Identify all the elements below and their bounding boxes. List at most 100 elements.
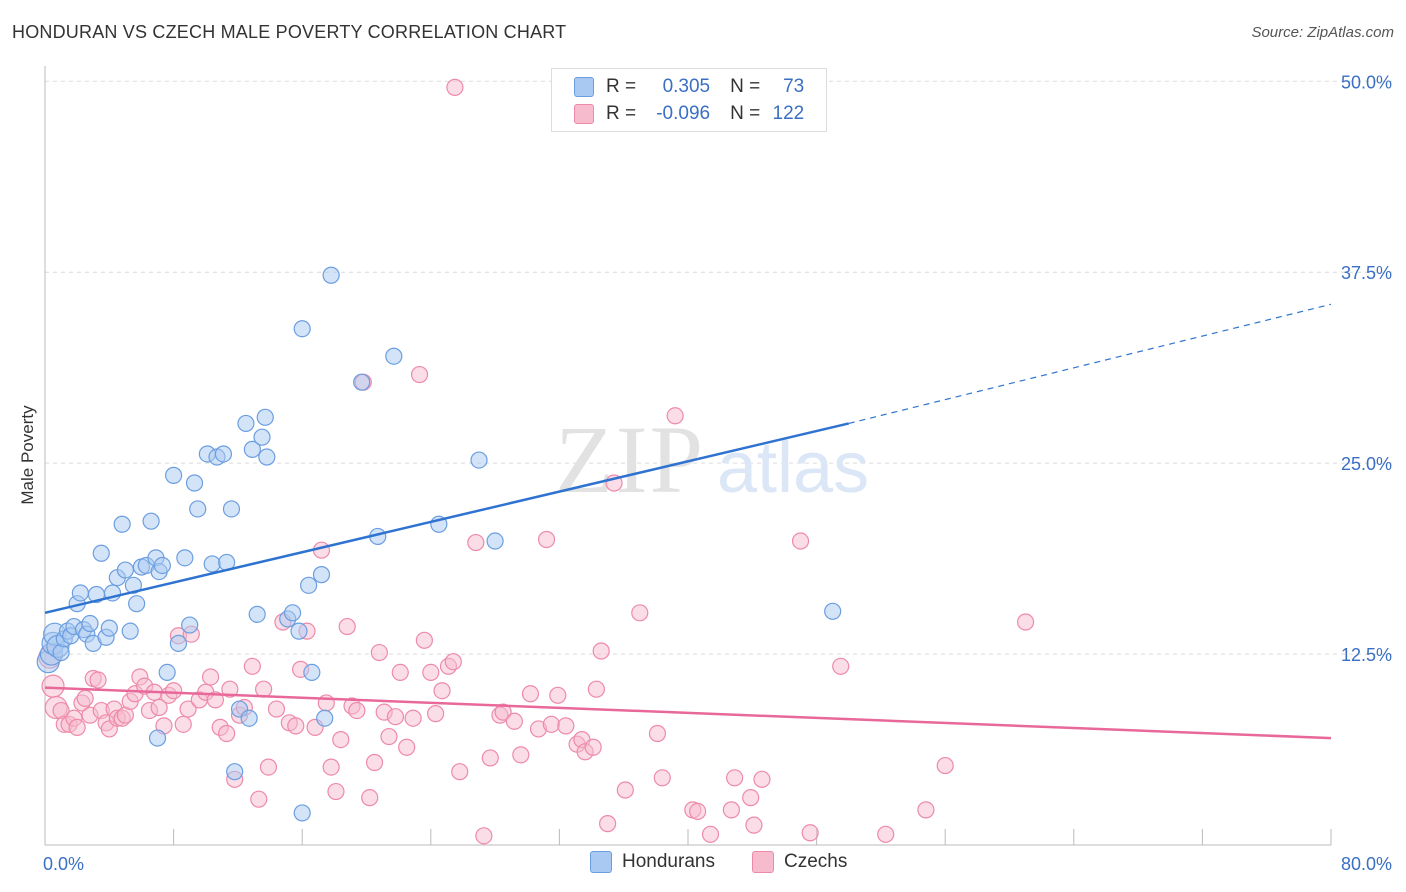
hondurans-swatch [574, 77, 594, 97]
honduran-point-26 [128, 595, 146, 613]
y-tick-label-3: 50.0% [1341, 72, 1392, 92]
czechs-r-value: -0.096 [656, 103, 711, 124]
czech-point-7 [68, 718, 86, 736]
honduran-point-57 [290, 622, 308, 640]
czech-point-99 [592, 642, 610, 660]
czech-point-69 [386, 708, 405, 726]
honduran-point-68 [470, 451, 488, 469]
honduran-point-23 [116, 561, 134, 579]
hondurans-n-label: N = [730, 76, 761, 97]
czech-point-81 [467, 533, 485, 552]
czech-point-113 [745, 816, 763, 834]
czech-point-26 [150, 698, 168, 717]
y-tick-label-0: 12.5% [1341, 645, 1392, 665]
honduran-point-17 [92, 544, 110, 562]
czech-point-45 [250, 790, 268, 808]
czech-point-91 [542, 715, 560, 733]
czech-point-105 [653, 769, 671, 787]
hondurans-legend-swatch [590, 851, 612, 873]
czech-point-65 [365, 753, 384, 772]
gridlines [45, 80, 1392, 655]
czech-point-76 [427, 705, 445, 723]
honduran-point-70 [824, 602, 842, 620]
y-tick-label-1: 25.0% [1341, 454, 1392, 474]
hondurans-r-value: 0.305 [662, 76, 711, 97]
czech-point-108 [689, 802, 707, 820]
honduran-point-71 [226, 763, 244, 781]
czech-point-92 [549, 686, 567, 704]
honduran-point-34 [148, 729, 167, 747]
czech-point-66 [370, 643, 388, 662]
czech-point-72 [404, 709, 422, 727]
czech-point-39 [218, 724, 236, 743]
czech-point-87 [512, 746, 530, 764]
czech-point-120 [936, 756, 954, 775]
honduran-point-42 [203, 555, 221, 573]
czech-point-29 [165, 682, 183, 700]
czech-point-103 [631, 604, 649, 622]
honduran-point-44 [214, 445, 233, 463]
czech-point-44 [243, 657, 261, 675]
honduran-point-51 [248, 605, 266, 623]
czech-point-109 [701, 825, 720, 843]
czech-point-64 [361, 789, 379, 807]
honduran-point-63 [322, 266, 340, 284]
czech-point-32 [179, 700, 197, 718]
czechs-trend-line [44, 686, 1332, 740]
czech-point-117 [832, 657, 850, 675]
czechs-swatch [574, 104, 594, 124]
czech-point-93 [557, 717, 575, 735]
czech-point-90 [537, 530, 556, 549]
czechs-n-value: 122 [772, 103, 805, 124]
honduran-point-39 [185, 474, 204, 492]
honduran-point-64 [353, 373, 371, 391]
legend-item-czechs[interactable]: Czechs [752, 851, 847, 873]
czech-point-86 [505, 712, 523, 730]
czech-point-70 [391, 663, 409, 681]
honduran-point-24 [121, 622, 139, 640]
honduran-point-72 [293, 804, 311, 822]
chart-title: HONDURAN VS CZECH MALE POVERTY CORRELATI… [12, 22, 567, 42]
legend-item-hondurans[interactable]: Hondurans [590, 851, 715, 873]
czech-point-36 [201, 668, 220, 686]
czech-point-82 [475, 827, 493, 845]
hondurans-trend-line [44, 422, 850, 615]
honduran-point-52 [253, 428, 271, 446]
czech-point-100 [599, 815, 617, 833]
honduran-point-11 [71, 584, 89, 602]
czech-point-68 [380, 727, 398, 746]
honduran-point-19 [100, 619, 118, 637]
honduran-point-29 [142, 512, 160, 530]
czech-point-73 [410, 365, 429, 384]
czech-point-31 [174, 715, 192, 733]
hondurans-r-label: R = [606, 76, 637, 97]
hondurans-trend-extension [848, 303, 1332, 425]
czech-point-112 [742, 789, 760, 807]
honduran-point-60 [303, 663, 321, 681]
czech-point-110 [722, 801, 741, 819]
czech-point-97 [584, 738, 602, 756]
honduran-point-36 [169, 634, 188, 652]
honduran-point-14 [81, 614, 99, 633]
czechs-legend-label: Czechs [784, 851, 848, 872]
czech-point-85 [494, 703, 512, 721]
czech-point-77 [433, 682, 451, 700]
czech-point-80 [451, 763, 469, 781]
hondurans-n-value: 73 [783, 76, 805, 97]
czech-point-75 [422, 663, 440, 681]
source-label: Source: ZipAtlas.com [1251, 24, 1394, 41]
honduran-point-48 [237, 414, 255, 433]
czech-point-88 [521, 685, 540, 703]
honduran-point-38 [181, 616, 199, 634]
honduran-point-53 [256, 408, 274, 426]
czech-point-115 [791, 532, 810, 550]
honduran-point-58 [293, 320, 311, 338]
honduran-point-32 [153, 556, 171, 575]
honduran-point-50 [243, 440, 261, 458]
czech-point-37 [206, 691, 224, 709]
svg-text:ZIP: ZIP [555, 406, 705, 513]
hondurans-series [36, 266, 842, 822]
czech-point-47 [259, 758, 278, 776]
honduran-point-33 [158, 663, 176, 681]
